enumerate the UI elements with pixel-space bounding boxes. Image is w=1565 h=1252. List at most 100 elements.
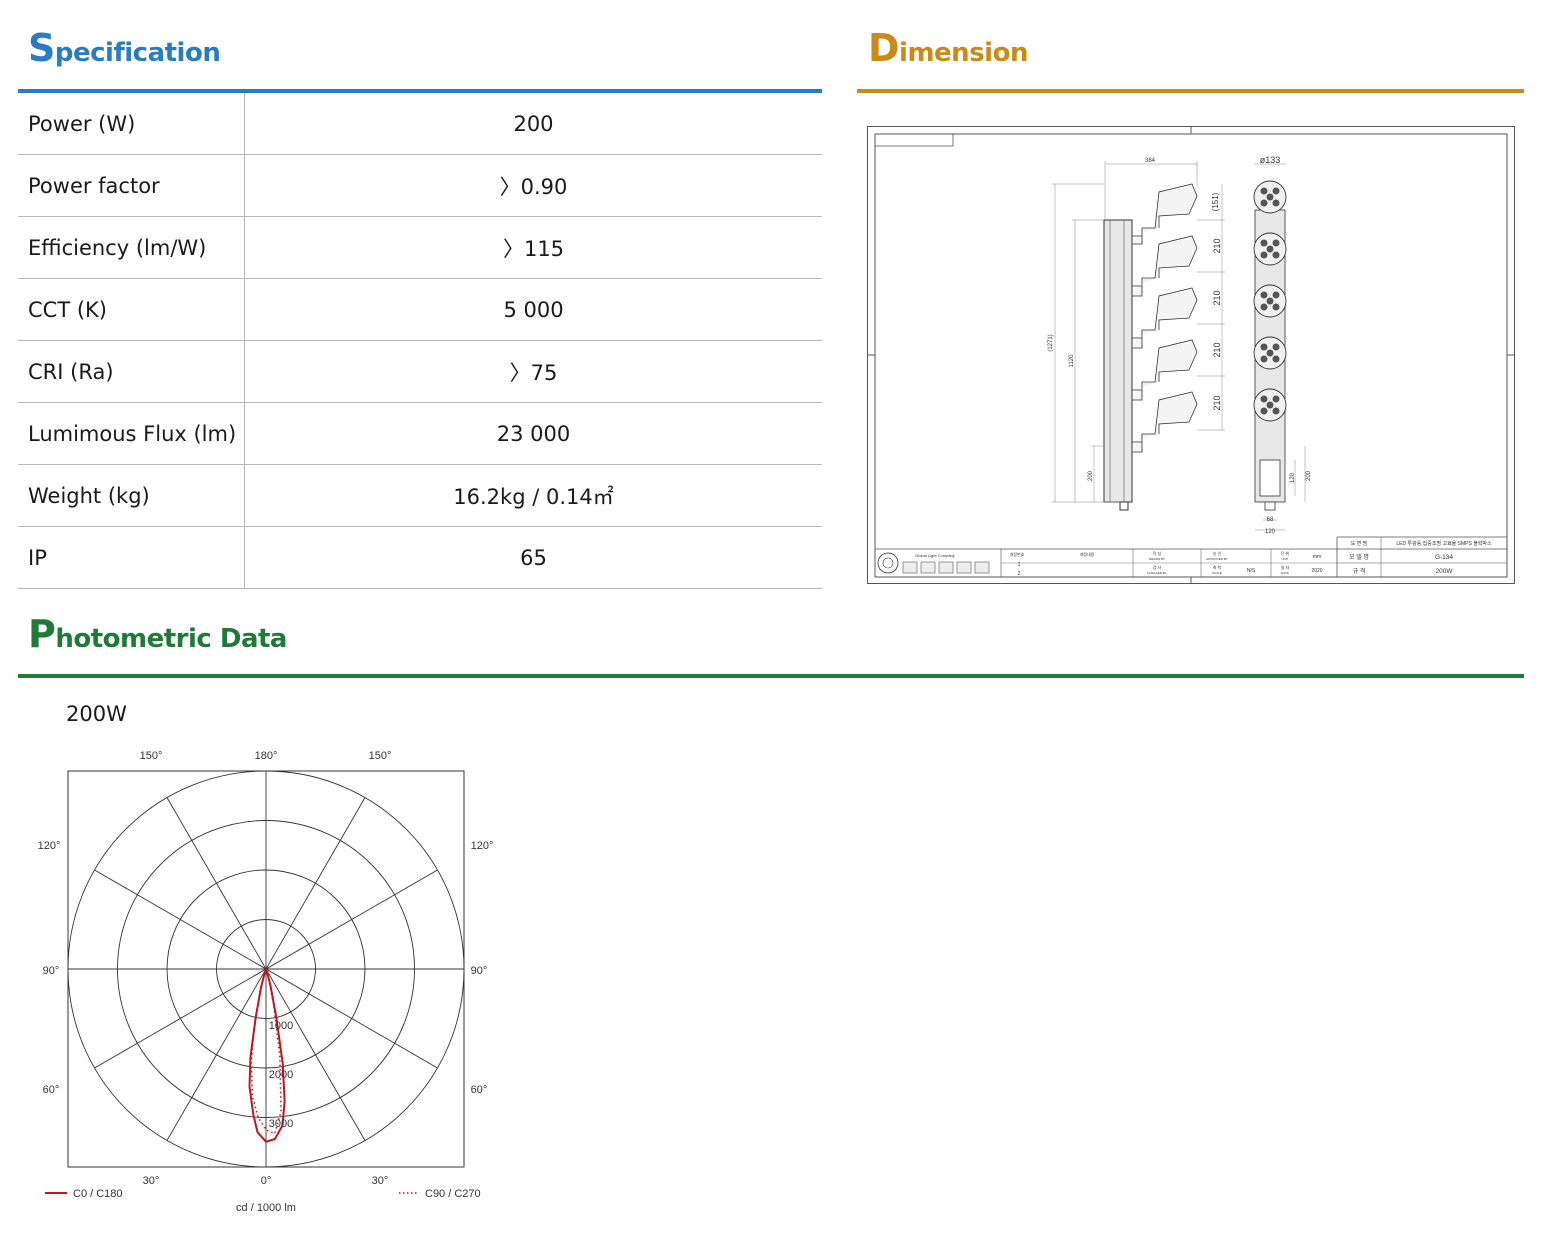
spec-row-power-factor: Power factor 〉0.90 <box>18 154 822 217</box>
heading-rest: pecification <box>54 38 221 68</box>
spec-value: 65 <box>244 526 822 589</box>
polar-grid <box>67 770 465 1168</box>
angle-label-left-60: 60° <box>43 1084 60 1096</box>
spec-label: IP <box>18 526 245 589</box>
polar-intensity-chart: 150° 180° 150° 120° 90° 60° 120° 90° 60°… <box>38 750 494 1214</box>
spec-row-power: Power (W) 200 <box>18 93 822 155</box>
spec-label: 규 격 <box>1353 568 1366 575</box>
series-c0-c180-curve <box>248 968 286 1143</box>
legend-label-c0: C0 / C180 <box>73 1188 123 1200</box>
specification-table: Power (W) 200 Power factor 〉0.90 Efficienc… <box>18 93 822 589</box>
date-label: 일 자 <box>1281 564 1290 570</box>
rev-1: 1 <box>1018 562 1021 568</box>
model-label: 모 델 명 <box>1349 553 1369 561</box>
radial-tick-3000: 3000 <box>269 1118 293 1130</box>
spec-value: 23 000 <box>244 402 822 465</box>
angle-label-bottom-right: 30° <box>372 1175 389 1187</box>
spec-value: 〉75 <box>244 340 822 403</box>
angle-label-bottom-left: 30° <box>143 1175 160 1187</box>
heading-rest: imension <box>899 38 1028 68</box>
title-block: Global Light Company 개정번호 개정내용 1 2 작 성 D… <box>875 536 1507 577</box>
scale-label: 축 척 <box>1213 564 1222 570</box>
drawn-label: 작 성 <box>1153 550 1162 556</box>
rev-no-label: 개정번호 <box>1010 551 1025 557</box>
spec-value: 200 <box>244 93 822 155</box>
angle-label-right-90: 90° <box>471 965 488 977</box>
spec-label: CCT (K) <box>18 278 245 341</box>
check-en: CHECKED BY <box>1147 571 1167 575</box>
rev-2: 2 <box>1018 571 1021 577</box>
spec-label: CRI (Ra) <box>18 340 245 403</box>
heading-rest: hotometric Data <box>55 624 287 654</box>
date-value: 2020 <box>1311 568 1322 574</box>
spec-row-efficiency: Efficiency (lm/W) 〉115 <box>18 216 822 279</box>
unit-label: 단 위 <box>1281 550 1290 556</box>
spec-row-ip: IP 65 <box>18 526 822 589</box>
dim-pitch: 210 <box>1212 395 1222 410</box>
fixture-side-view: 384 (151) 210 210 210 210 (1271) 1120 20… <box>1048 158 1225 511</box>
polar-curves <box>248 968 286 1143</box>
company-seal-icon <box>877 552 899 574</box>
angle-label-top-left: 150° <box>140 750 163 762</box>
dim-body: 1120 <box>1069 354 1075 368</box>
radial-tick-labels: 1000 2000 3000 <box>269 1020 293 1130</box>
angle-label-right-120: 120° <box>471 840 494 852</box>
angle-label-left-120: 120° <box>38 840 61 852</box>
legend: C0 / C180 C90 / C270 cd / 1000 lm <box>45 1188 481 1214</box>
drawn-en: DRAWN BY <box>1149 557 1165 561</box>
heading-initial: D <box>868 26 900 70</box>
dim-foot-width-2: 120 <box>1265 529 1276 535</box>
dim-overall: (1271) <box>1048 334 1054 351</box>
approve-label: 승 인 <box>1213 550 1222 556</box>
spec-label: Efficiency (lm/W) <box>18 216 245 279</box>
dim-pitch: 210 <box>1212 342 1222 357</box>
dimension-rule <box>857 89 1524 93</box>
dimension-heading: Dimension <box>868 26 1028 70</box>
spec-value: 〉0.90 <box>244 154 822 217</box>
angle-label-left-90: 90° <box>43 965 60 977</box>
angle-labels: 150° 180° 150° 120° 90° 60° 120° 90° 60°… <box>38 750 494 1187</box>
spec-row-cct: CCT (K) 5 000 <box>18 278 822 341</box>
spec-row-flux: Lumimous Flux (lm) 23 000 <box>18 402 822 465</box>
dim-box-height-2: 200 <box>1306 470 1312 481</box>
photometric-wattage-label: 200W <box>66 702 127 726</box>
rev-content-label: 개정내용 <box>1080 551 1095 557</box>
dim-foot-width: 68 <box>1267 517 1274 523</box>
dimension-drawing: 384 (151) 210 210 210 210 (1271) 1120 20… <box>867 126 1515 584</box>
spec-label: Weight (kg) <box>18 464 245 527</box>
heading-initial: S <box>28 26 55 70</box>
angle-label-bottom-center: 0° <box>261 1175 272 1187</box>
photometric-heading: Photometric Data <box>28 612 287 656</box>
spec-value: 16.2kg / 0.14㎡ <box>244 464 822 527</box>
spec-label: Power (W) <box>18 93 245 155</box>
drawing-name-label: 도 면 명 <box>1351 540 1368 547</box>
spec-value: 5 000 <box>244 278 822 341</box>
unit-value: mm <box>1313 554 1321 560</box>
dim-diameter: ø133 <box>1260 155 1281 165</box>
radial-tick-2000: 2000 <box>269 1069 293 1081</box>
angle-label-top-right: 150° <box>369 750 392 762</box>
fixture-front-view: ø133 120 200 68 120 <box>1253 155 1312 535</box>
heading-initial: P <box>28 612 56 656</box>
spec-value: 〉115 <box>244 216 822 279</box>
dim-pitch: 210 <box>1212 238 1222 253</box>
specification-rule <box>18 89 822 93</box>
angle-label-right-60: 60° <box>471 1084 488 1096</box>
drawing-name: LED 투광등 집중조명 고효율 SMPS 블럭박스 <box>1396 540 1492 547</box>
scale-value: N/S <box>1247 568 1256 574</box>
model-name: G-134 <box>1435 554 1453 561</box>
spec-row-weight: Weight (kg) 16.2kg / 0.14㎡ <box>18 464 822 527</box>
date-en: DATE <box>1281 571 1289 575</box>
scale-en: SCALE <box>1212 571 1222 575</box>
dim-width-top: 384 <box>1145 158 1156 164</box>
radial-tick-1000: 1000 <box>269 1020 293 1032</box>
unit-en: UNIT <box>1282 557 1289 561</box>
legend-label-c90: C90 / C270 <box>425 1188 481 1200</box>
check-label: 검 사 <box>1153 564 1162 570</box>
angle-label-top-center: 180° <box>255 750 278 762</box>
dim-base: 200 <box>1088 470 1094 481</box>
dim-top-offset: (151) <box>1211 192 1220 211</box>
spec-value: 200W <box>1436 568 1454 575</box>
photometric-rule <box>18 674 1524 678</box>
unit-label: cd / 1000 lm <box>236 1202 296 1214</box>
